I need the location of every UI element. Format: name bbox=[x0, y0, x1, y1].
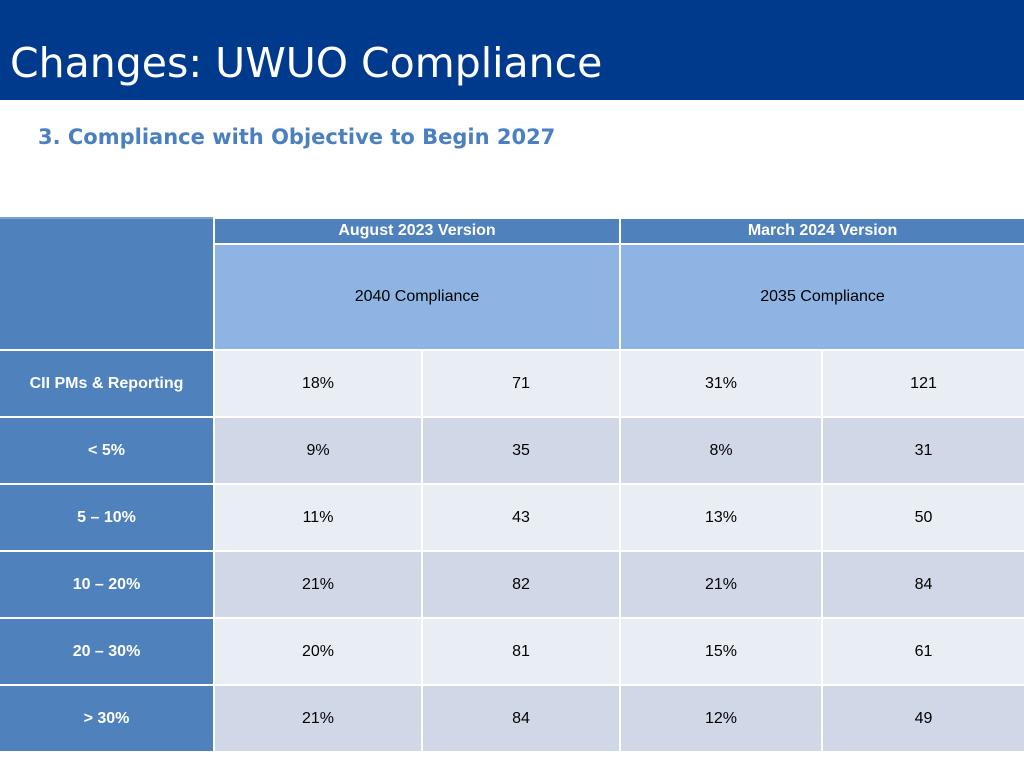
table-cell: 50 bbox=[821, 483, 1024, 552]
row-label: 20 – 30% bbox=[0, 617, 215, 686]
table-cell: 35 bbox=[420, 416, 622, 485]
corner-cell bbox=[0, 217, 215, 351]
group-header-row: August 2023 Version March 2024 Version bbox=[0, 217, 1024, 351]
row-label: CII PMs & Reporting bbox=[0, 349, 215, 418]
table-cell: 71 bbox=[420, 349, 622, 418]
table-cell: 12% bbox=[619, 684, 824, 751]
slide-title: Changes: UWUO Compliance bbox=[10, 39, 603, 87]
row-label: < 5% bbox=[0, 416, 215, 485]
table-cell: 20% bbox=[213, 617, 423, 686]
table-cell: 13% bbox=[619, 483, 824, 552]
sub-header-2035-compliance: 2035 Compliance bbox=[619, 243, 1024, 351]
table-cell: 61 bbox=[821, 617, 1024, 686]
table-cell: 81 bbox=[420, 617, 622, 686]
table-row: CII PMs & Reporting 18% 71 31% 121 bbox=[0, 349, 1024, 418]
table-cell: 84 bbox=[821, 550, 1024, 619]
table-row: > 30% 21% 84 12% 49 bbox=[0, 684, 1024, 751]
compliance-table: August 2023 Version March 2024 Version 2… bbox=[0, 217, 1024, 751]
table-cell: 8% bbox=[619, 416, 824, 485]
sub-header-2040-compliance: 2040 Compliance bbox=[212, 243, 622, 351]
table-cell: 18% bbox=[213, 349, 423, 418]
table-cell: 21% bbox=[213, 550, 423, 619]
row-label: 10 – 20% bbox=[0, 550, 215, 619]
slide-subtitle: 3. Compliance with Objective to Begin 20… bbox=[38, 125, 556, 149]
group-header-august-2023: August 2023 Version bbox=[212, 217, 622, 245]
table-row: 20 – 30% 20% 81 15% 61 bbox=[0, 617, 1024, 686]
group-header-march-2024: March 2024 Version bbox=[619, 217, 1024, 245]
table-cell: 121 bbox=[821, 349, 1024, 418]
table-cell: 11% bbox=[213, 483, 423, 552]
table-row: 5 – 10% 11% 43 13% 50 bbox=[0, 483, 1024, 552]
sub-header-row: 2040 Compliance 2035 Compliance bbox=[0, 243, 1024, 351]
table-cell: 9% bbox=[213, 416, 423, 485]
table-row: < 5% 9% 35 8% 31 bbox=[0, 416, 1024, 485]
table-cell: 31 bbox=[821, 416, 1024, 485]
table-cell: 21% bbox=[619, 550, 824, 619]
table-cell: 82 bbox=[420, 550, 622, 619]
table-cell: 49 bbox=[821, 684, 1024, 751]
table-cell: 15% bbox=[619, 617, 824, 686]
row-label: 5 – 10% bbox=[0, 483, 215, 552]
title-bar: Changes: UWUO Compliance bbox=[0, 0, 1024, 100]
table-cell: 43 bbox=[420, 483, 622, 552]
table-cell: 31% bbox=[619, 349, 824, 418]
table-row: 10 – 20% 21% 82 21% 84 bbox=[0, 550, 1024, 619]
table-cell: 21% bbox=[213, 684, 423, 751]
row-label: > 30% bbox=[0, 684, 215, 751]
table-cell: 84 bbox=[420, 684, 622, 751]
